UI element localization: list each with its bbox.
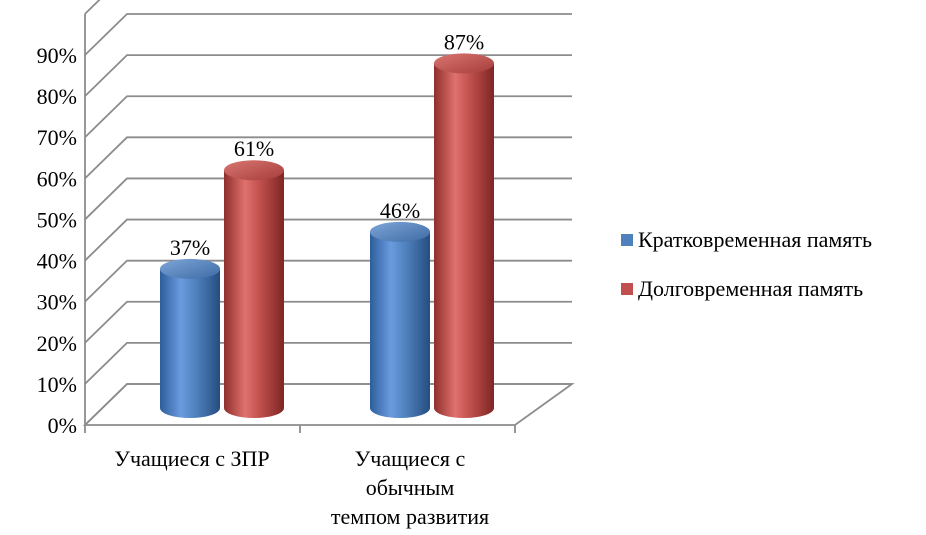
gridline [84, 136, 572, 179]
data-label: 37% [170, 235, 210, 260]
grid-layer [84, 0, 572, 426]
y-tick-label: 20% [37, 331, 77, 356]
gridline-top [84, 0, 101, 15]
data-label: 61% [234, 136, 274, 161]
bar-cap [224, 160, 284, 181]
gridline [84, 341, 572, 385]
axis-layer [82, 13, 575, 433]
gridline [84, 13, 572, 56]
bar-short-term-0 [160, 268, 220, 418]
x-category-label: темпом развития [331, 504, 489, 529]
bar-long-term-0 [224, 170, 284, 418]
labels-layer: 0% 10% 20% 30% 40% 50% 60% 70% 80% 90% 37% 61% 46% 87… [37, 29, 489, 529]
bar-long-term-1 [434, 63, 494, 418]
bars-layer [160, 53, 494, 418]
x-category-label: Учащиеся с [355, 446, 466, 471]
gridline [84, 54, 572, 97]
y-tick-label: 70% [37, 125, 77, 150]
y-tick-label: 50% [37, 207, 77, 232]
y-tick-label: 30% [37, 290, 77, 315]
gridline [84, 218, 572, 262]
bar-short-term-1 [370, 231, 430, 418]
legend-label: Кратковременная память [638, 227, 872, 252]
bar-cap [370, 221, 430, 242]
legend: Кратковременная память Долговременная пам… [621, 227, 872, 301]
x-category-label: Учащиеся с ЗПР [114, 446, 269, 471]
data-label: 46% [380, 198, 420, 223]
x-category-label: обычным [366, 475, 455, 500]
y-tick-label: 90% [37, 43, 77, 68]
gridline [84, 300, 572, 344]
bar-cap [434, 53, 494, 74]
bar-cap [160, 258, 220, 279]
gridline [84, 177, 572, 221]
y-tick-label: 10% [37, 372, 77, 397]
chart-floor [82, 383, 575, 426]
legend-swatch [621, 234, 633, 246]
gridline [84, 259, 572, 303]
y-tick-label: 0% [48, 413, 77, 438]
gridline [84, 383, 572, 426]
y-tick-label: 60% [37, 166, 77, 191]
legend-label: Долговременная память [638, 276, 863, 301]
data-label: 87% [444, 29, 484, 54]
legend-swatch [621, 283, 633, 295]
y-tick-label: 40% [37, 249, 77, 274]
y-tick-label: 80% [37, 84, 77, 109]
gridline [84, 95, 572, 138]
